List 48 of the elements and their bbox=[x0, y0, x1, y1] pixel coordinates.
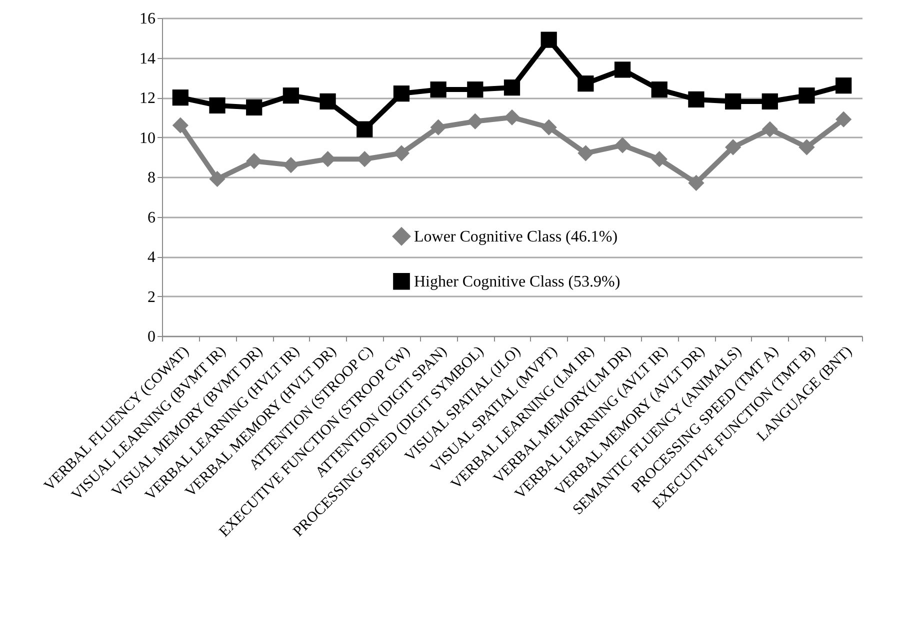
point bbox=[762, 93, 778, 110]
point bbox=[614, 137, 631, 154]
point bbox=[282, 87, 300, 104]
y-tick-label: 0 bbox=[148, 328, 156, 346]
point bbox=[504, 109, 520, 126]
point bbox=[246, 99, 262, 116]
point bbox=[467, 113, 484, 130]
legend-label: Higher Cognitive Class (53.9%) bbox=[414, 273, 620, 290]
point bbox=[320, 93, 336, 110]
y-tick-label: 14 bbox=[140, 50, 156, 68]
point bbox=[356, 151, 373, 168]
point bbox=[836, 78, 852, 94]
point bbox=[614, 62, 631, 78]
point bbox=[651, 81, 668, 98]
point bbox=[724, 139, 742, 156]
point bbox=[430, 81, 446, 98]
point bbox=[762, 121, 778, 138]
y-tick-label: 2 bbox=[148, 288, 156, 306]
y-tick-label: 8 bbox=[148, 170, 156, 186]
point bbox=[798, 87, 815, 104]
point bbox=[504, 80, 520, 96]
point bbox=[246, 153, 262, 170]
point bbox=[430, 119, 446, 136]
point bbox=[172, 117, 188, 134]
point bbox=[724, 93, 742, 110]
point bbox=[688, 174, 704, 192]
y-tick-label: 6 bbox=[148, 209, 156, 226]
point bbox=[467, 81, 484, 98]
point bbox=[578, 145, 594, 162]
point bbox=[651, 151, 668, 168]
point bbox=[209, 170, 226, 188]
y-tick-label: 4 bbox=[148, 249, 156, 266]
point bbox=[540, 119, 557, 136]
legend-label: Lower Cognitive Class (46.1%) bbox=[414, 228, 618, 246]
point bbox=[540, 32, 557, 48]
point bbox=[688, 91, 704, 108]
y-tick-label: 12 bbox=[140, 90, 156, 107]
y-tick-label: 10 bbox=[140, 130, 156, 147]
point bbox=[393, 145, 410, 162]
point bbox=[172, 89, 188, 106]
point bbox=[209, 97, 226, 114]
point bbox=[578, 76, 594, 92]
point bbox=[836, 111, 852, 128]
point bbox=[356, 121, 373, 138]
point bbox=[393, 85, 410, 102]
point bbox=[282, 157, 300, 174]
point bbox=[798, 139, 815, 156]
y-tick-label: 16 bbox=[140, 10, 156, 28]
